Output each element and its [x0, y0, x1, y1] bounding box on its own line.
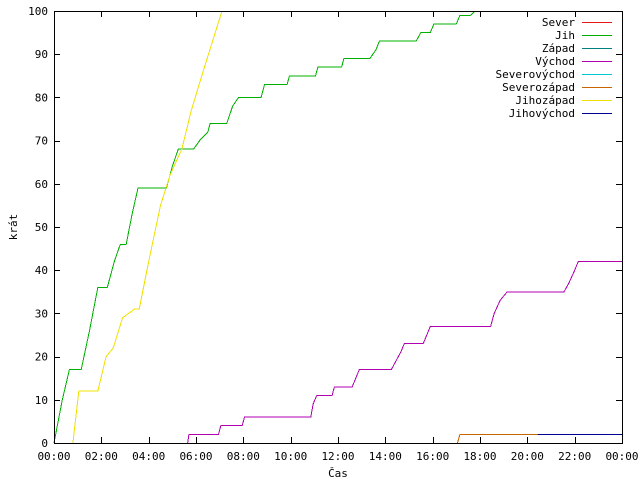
x-tick-label: 20:00 [511, 450, 544, 463]
y-tick-label: 80 [35, 91, 48, 104]
x-tick-label: 02:00 [85, 450, 118, 463]
y-tick-label: 50 [35, 221, 48, 234]
y-tick-label: 100 [28, 5, 48, 18]
series-line-6 [457, 433, 622, 444]
series-line-2 [53, 10, 476, 444]
x-tick-label: 00:00 [605, 450, 638, 463]
legend-label: Jih [555, 29, 575, 42]
legend-label: Jihovýchod [509, 107, 575, 120]
y-tick-label: 60 [35, 178, 48, 191]
x-tick-label: 06:00 [179, 450, 212, 463]
x-tick-label: 00:00 [37, 450, 70, 463]
y-tick-label: 70 [35, 135, 48, 148]
legend-label: Východ [535, 55, 575, 68]
legend-label: Severovýchod [496, 68, 575, 81]
x-tick-label: 04:00 [132, 450, 165, 463]
legend-label: Jihozápad [515, 94, 575, 107]
y-tick-label: 20 [35, 351, 48, 364]
x-tick-label: 18:00 [463, 450, 496, 463]
y-tick-label: 10 [35, 394, 48, 407]
legend: SeverJihZápadVýchodSeverovýchodSeverozáp… [496, 16, 612, 120]
x-tick-label: 08:00 [227, 450, 260, 463]
tick-labels-layer: 00:00 02:00 04:00 06:00 08:00 10:00 12:00 14:00… [28, 5, 638, 463]
legend-label: Severozápad [502, 81, 575, 94]
y-tick-label: 30 [35, 307, 48, 320]
y-tick-label: 90 [35, 48, 48, 61]
ticks-layer [54, 11, 623, 444]
y-tick-label: 0 [41, 437, 48, 450]
series-layer [53, 10, 622, 444]
series-line-4 [187, 261, 622, 444]
x-tick-label: 10:00 [274, 450, 307, 463]
legend-label: Sever [542, 16, 575, 29]
x-tick-label: 14:00 [369, 450, 402, 463]
x-tick-label: 12:00 [321, 450, 354, 463]
y-axis-title: krát [7, 214, 20, 241]
x-tick-label: 16:00 [416, 450, 449, 463]
series-line-7 [72, 10, 223, 444]
x-axis-title: Čas [328, 467, 348, 480]
x-tick-label: 22:00 [558, 450, 591, 463]
legend-label: Západ [542, 42, 575, 55]
y-tick-label: 40 [35, 264, 48, 277]
